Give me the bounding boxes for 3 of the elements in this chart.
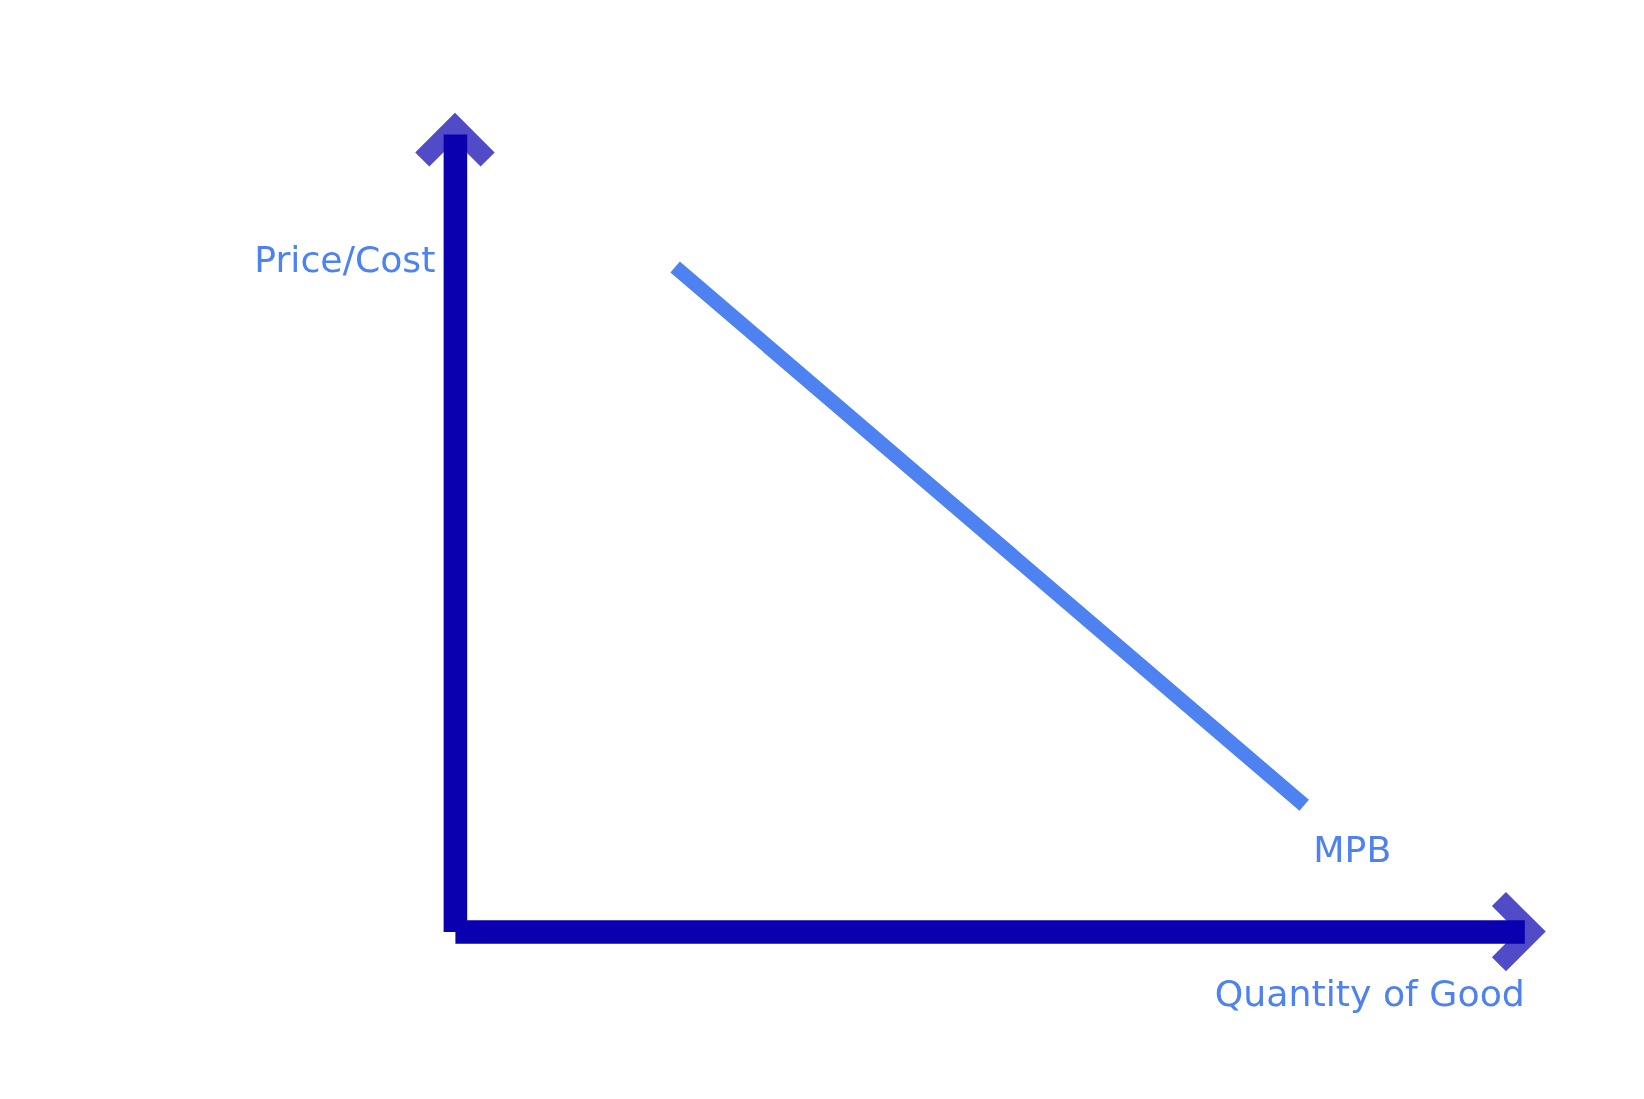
series-label: MPB (1313, 827, 1392, 871)
x-axis-title: Quantity of Good (1214, 972, 1525, 1016)
y-axis-title: Price/Cost (254, 238, 436, 282)
